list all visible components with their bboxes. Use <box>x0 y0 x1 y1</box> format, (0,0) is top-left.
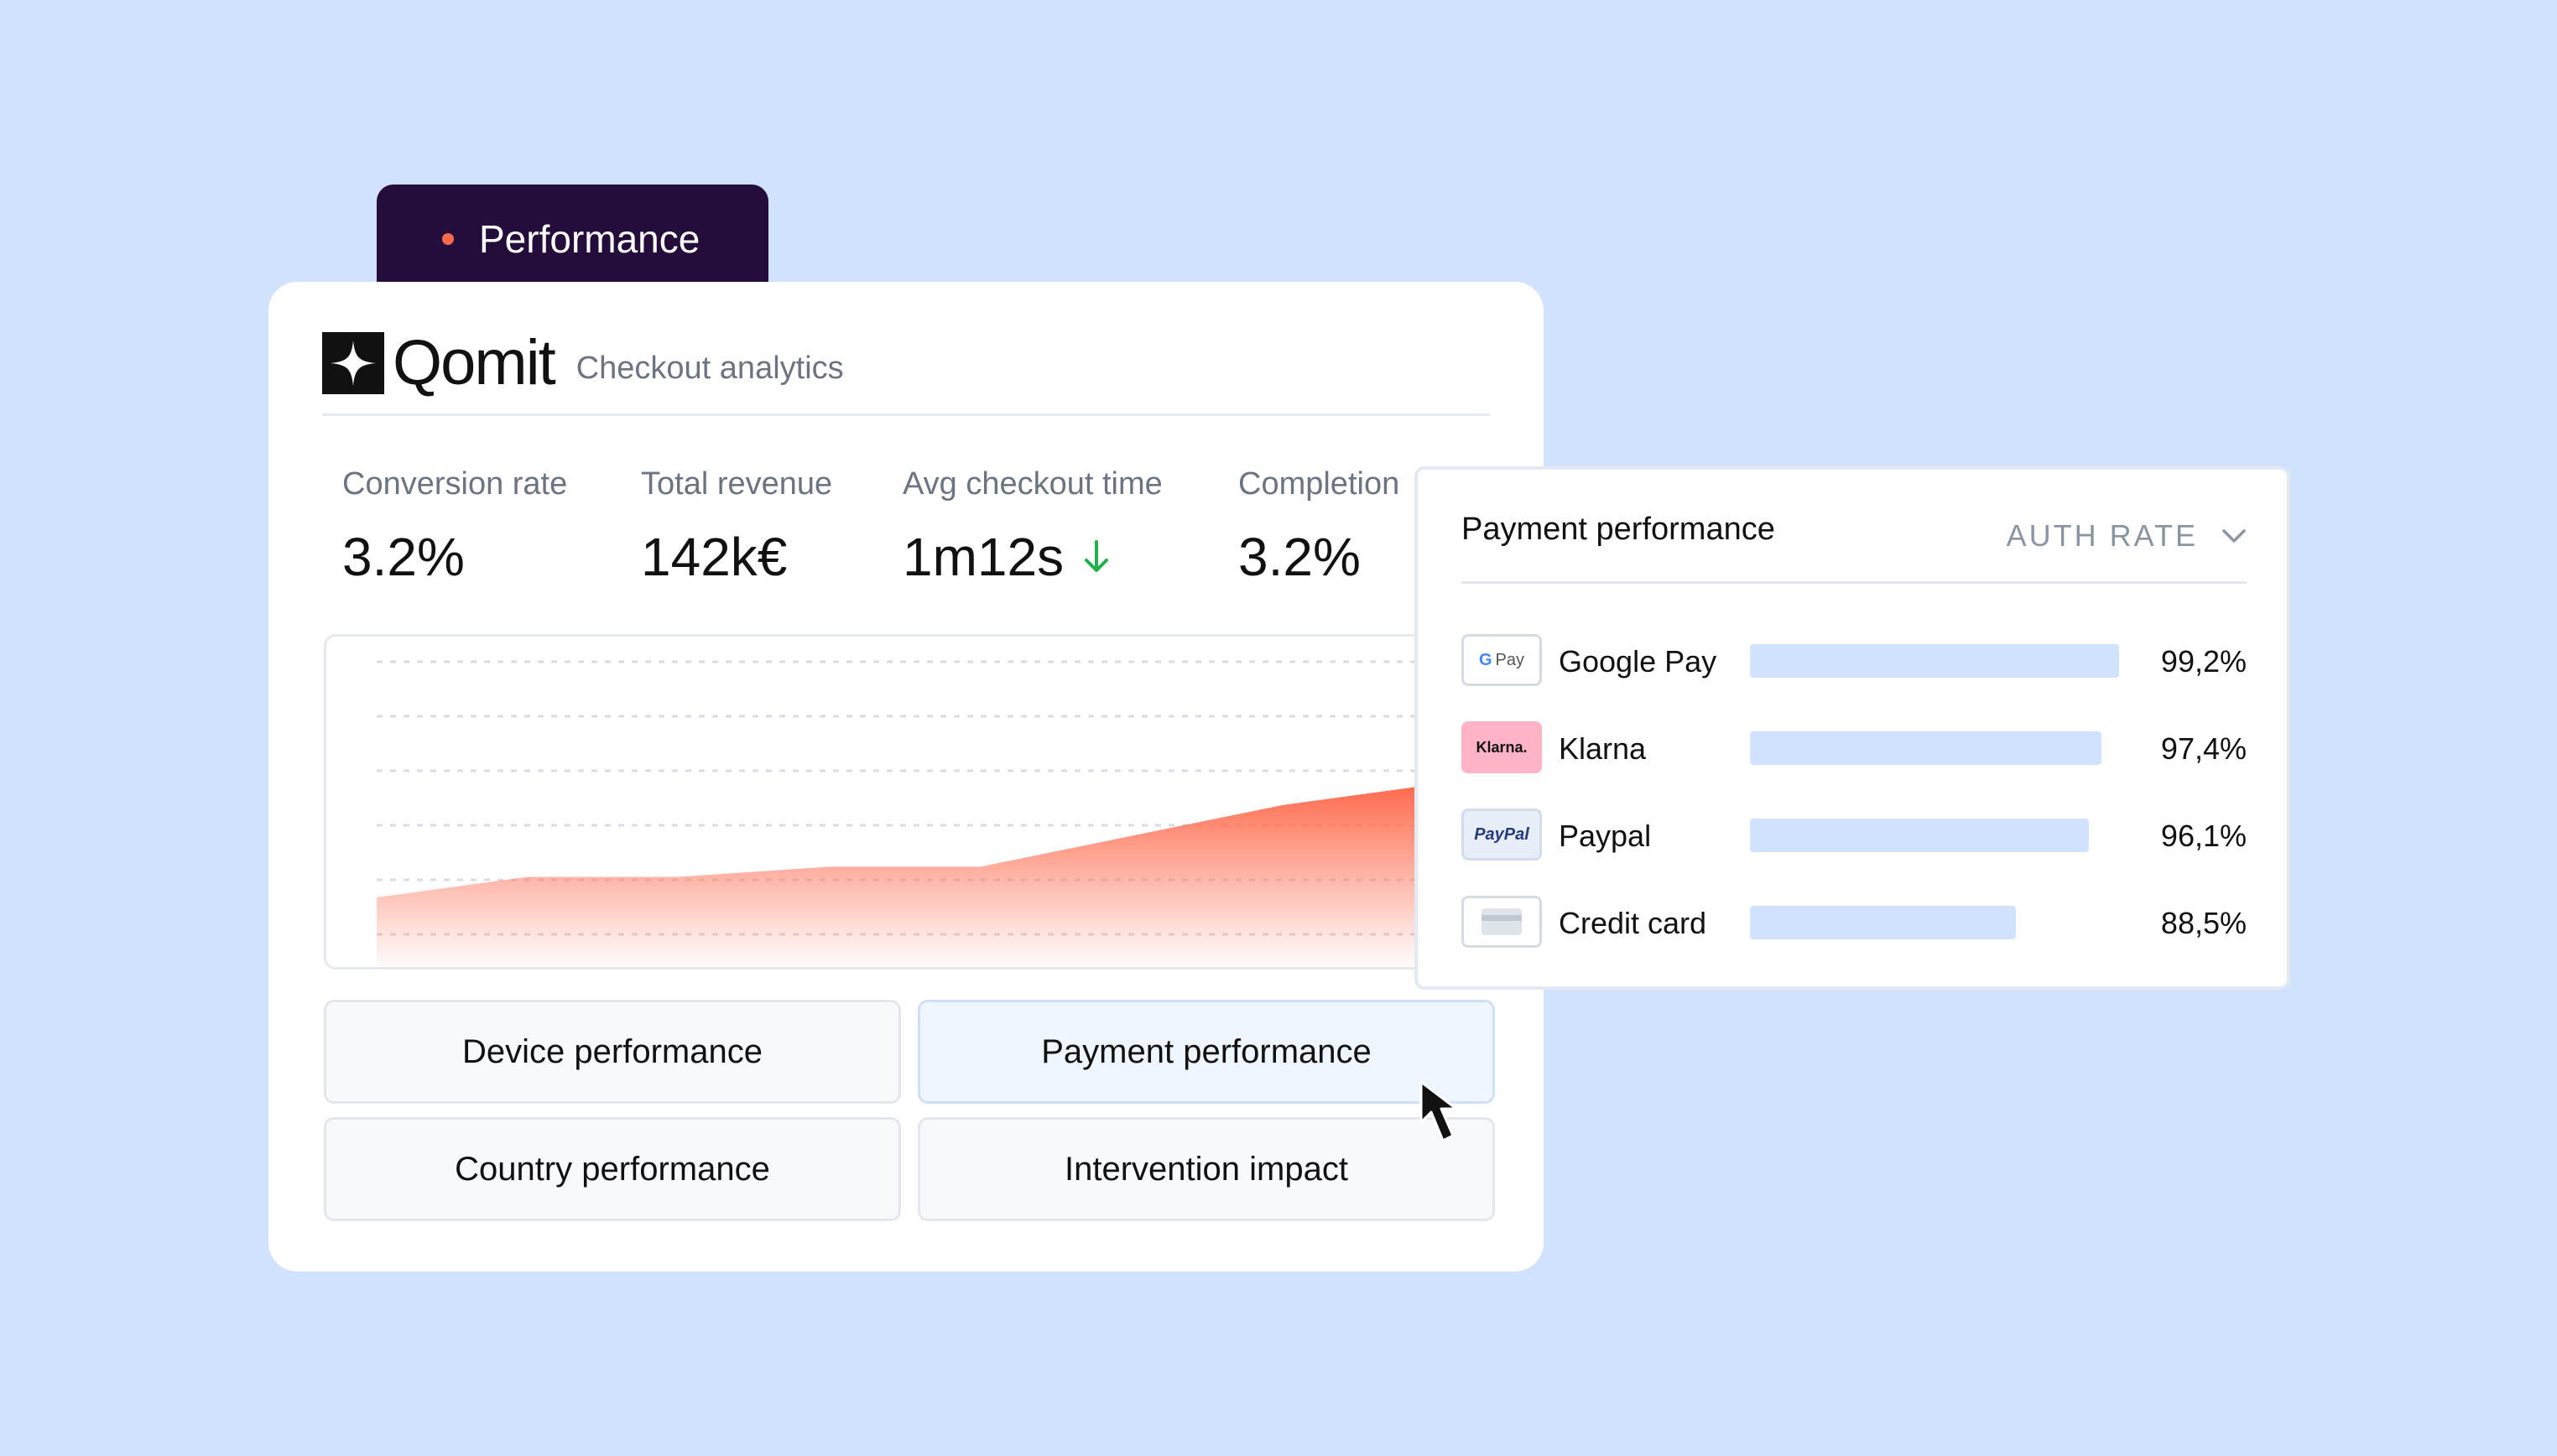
payment-method-name: Paypal <box>1559 819 1652 853</box>
auth-rate-bar <box>1750 731 2102 765</box>
device-performance-button[interactable]: Device performance <box>324 1000 901 1104</box>
page-subtitle: Checkout analytics <box>575 351 844 386</box>
payment-method-name: Google Pay <box>1559 644 1717 679</box>
area-chart <box>377 660 1429 967</box>
metric-total-revenue: Total revenue 142k€ <box>641 466 832 588</box>
arrow-down-icon <box>1085 540 1109 572</box>
chevron-down-icon <box>2222 529 2246 543</box>
checkout-chart <box>324 634 1431 970</box>
payment-method-name: Klarna <box>1559 731 1647 766</box>
qomit-logo-icon <box>322 332 384 394</box>
auth-rate-value: 97,4% <box>2160 731 2247 766</box>
payment-performance-panel: Payment performance AUTH RATE G Pay Googl… <box>1414 466 2290 990</box>
auth-rate-bar <box>1750 906 2017 939</box>
klarna-logo-icon: Klarna. <box>1461 721 1542 773</box>
metric-completion: Completion 3.2% <box>1238 466 1399 588</box>
payment-row-klarna: Klarna. Klarna 97,4% <box>1461 721 2247 777</box>
series-area <box>377 785 1429 967</box>
auth-rate-track <box>1750 819 2119 852</box>
auth-rate-track <box>1750 644 2119 678</box>
payment-panel-title: Payment performance <box>1461 512 1775 547</box>
metric-label: Conversion rate <box>342 466 568 502</box>
credit-card-icon <box>1461 896 1542 948</box>
google-pay-logo-icon: G Pay <box>1461 634 1542 686</box>
auth-rate-value: 99,2% <box>2160 644 2247 679</box>
mouse-cursor-icon <box>1419 1080 1458 1142</box>
metric-label: Completion <box>1238 466 1400 502</box>
status-dot-icon <box>442 233 454 245</box>
metric-value: 3.2% <box>342 527 465 587</box>
performance-tab[interactable]: Performance <box>377 185 768 294</box>
country-performance-button[interactable]: Country performance <box>324 1117 901 1221</box>
metric-dropdown[interactable]: AUTH RATE <box>2007 518 2247 554</box>
metric-value: 142k€ <box>641 527 788 587</box>
metric-label: Total revenue <box>641 466 833 502</box>
metric-conversion-rate: Conversion rate 3.2% <box>342 466 567 588</box>
performance-tab-label: Performance <box>479 217 700 261</box>
metric-label: Avg checkout time <box>903 466 1163 502</box>
payment-performance-button[interactable]: Payment performance <box>918 1000 1495 1104</box>
card-header: Qomit Checkout analytics <box>322 327 1490 416</box>
auth-rate-track <box>1750 731 2119 765</box>
analytics-card: Qomit Checkout analytics Conversion rate… <box>268 282 1544 1271</box>
payment-row-google-pay: G Pay Google Pay 99,2% <box>1461 634 2247 689</box>
metric-dropdown-label: AUTH RATE <box>2006 518 2198 553</box>
auth-rate-value: 96,1% <box>2160 819 2247 853</box>
auth-rate-bar <box>1750 819 2090 852</box>
metric-value: 1m12s <box>903 527 1065 587</box>
intervention-impact-button[interactable]: Intervention impact <box>918 1117 1495 1221</box>
metric-avg-checkout-time: Avg checkout time 1m12s <box>903 466 1163 588</box>
auth-rate-bar <box>1750 644 2119 678</box>
payment-row-credit-card: Credit card 88,5% <box>1461 896 2247 951</box>
payment-row-paypal: PayPal Paypal 96,1% <box>1461 809 2247 864</box>
brand-name: Qomit <box>393 327 556 398</box>
payment-panel-header: Payment performance AUTH RATE <box>1461 470 2247 584</box>
payment-method-name: Credit card <box>1559 906 1707 940</box>
auth-rate-track <box>1750 906 2119 939</box>
paypal-logo-icon: PayPal <box>1461 809 1542 861</box>
auth-rate-value: 88,5% <box>2160 906 2247 940</box>
metric-value: 3.2% <box>1238 527 1361 587</box>
metrics-row: Conversion rate 3.2% Total revenue 142k€… <box>342 466 1433 592</box>
